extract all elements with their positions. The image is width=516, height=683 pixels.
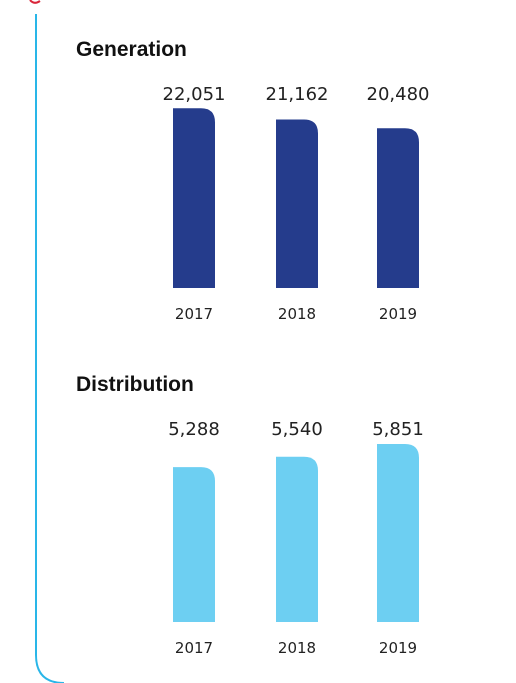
chart-title: Distribution	[76, 373, 194, 396]
chart-title: Generation	[76, 38, 187, 61]
value-label: 21,162	[266, 84, 329, 105]
value-label: 5,851	[372, 419, 424, 440]
value-label: 22,051	[163, 84, 226, 105]
bar	[276, 456, 318, 622]
x-tick-label: 2017	[175, 639, 213, 657]
value-label: 5,540	[271, 419, 323, 440]
x-tick-label: 2019	[379, 639, 417, 657]
bar	[173, 467, 215, 622]
bar	[173, 108, 215, 289]
x-tick-label: 2017	[175, 305, 213, 323]
bar	[276, 119, 318, 288]
value-label: 5,288	[168, 419, 220, 440]
bar	[377, 444, 419, 622]
value-label: 20,480	[367, 84, 430, 105]
frame-line	[35, 14, 65, 683]
bar	[377, 128, 419, 288]
x-tick-label: 2018	[278, 305, 316, 323]
x-tick-label: 2019	[379, 305, 417, 323]
decoration	[29, 0, 41, 4]
x-tick-label: 2018	[278, 639, 316, 657]
